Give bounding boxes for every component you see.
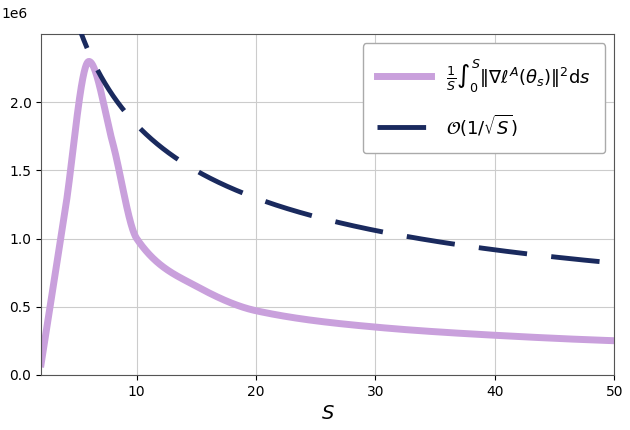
$\frac{1}{S}\int_0^{S} \|\nabla \ell^A(\theta_s)\|^2 \mathrm{d}s$ <box>599 338 607 343</box>
$\frac{1}{S}\int_0^{S} \|\nabla \ell^A(\theta_s)\|^2 \mathrm{d}s$ <box>610 338 618 343</box>
$\frac{1}{S}\int_0^{S} \|\nabla \ell^A(\theta_s)\|^2 \mathrm{d}s$ <box>538 335 546 340</box>
$\mathcal{O}(1/\sqrt{S})$ <box>67 0 75 5</box>
X-axis label: $S$: $S$ <box>321 404 335 423</box>
$\mathcal{O}(1/\sqrt{S})$ <box>317 215 324 221</box>
$\mathcal{O}(1/\sqrt{S})$ <box>595 259 602 264</box>
Legend: $\frac{1}{S}\int_0^{S} \|\nabla \ell^A(\theta_s)\|^2 \mathrm{d}s$, $\mathcal{O}(: $\frac{1}{S}\int_0^{S} \|\nabla \ell^A(\… <box>363 43 605 154</box>
$\frac{1}{S}\int_0^{S} \|\nabla \ell^A(\theta_s)\|^2 \mathrm{d}s$ <box>103 115 110 120</box>
$\frac{1}{S}\int_0^{S} \|\nabla \ell^A(\theta_s)\|^2 \mathrm{d}s$ <box>137 242 144 247</box>
$\mathcal{O}(1/\sqrt{S})$ <box>95 70 103 75</box>
Line: $\mathcal{O}(1/\sqrt{S})$: $\mathcal{O}(1/\sqrt{S})$ <box>71 2 614 263</box>
$\frac{1}{S}\int_0^{S} \|\nabla \ell^A(\theta_s)\|^2 \mathrm{d}s$ <box>85 59 93 64</box>
$\mathcal{O}(1/\sqrt{S})$ <box>595 259 602 264</box>
$\frac{1}{S}\int_0^{S} \|\nabla \ell^A(\theta_s)\|^2 \mathrm{d}s$ <box>257 309 265 314</box>
$\frac{1}{S}\int_0^{S} \|\nabla \ell^A(\theta_s)\|^2 \mathrm{d}s$ <box>37 361 45 366</box>
$\mathcal{O}(1/\sqrt{S})$ <box>495 248 503 253</box>
$\frac{1}{S}\int_0^{S} \|\nabla \ell^A(\theta_s)\|^2 \mathrm{d}s$ <box>282 314 290 319</box>
Line: $\frac{1}{S}\int_0^{S} \|\nabla \ell^A(\theta_s)\|^2 \mathrm{d}s$: $\frac{1}{S}\int_0^{S} \|\nabla \ell^A(\… <box>41 61 614 364</box>
$\mathcal{O}(1/\sqrt{S})$ <box>610 261 618 266</box>
$\mathcal{O}(1/\sqrt{S})$ <box>331 219 339 224</box>
Text: 1e6: 1e6 <box>1 6 27 21</box>
